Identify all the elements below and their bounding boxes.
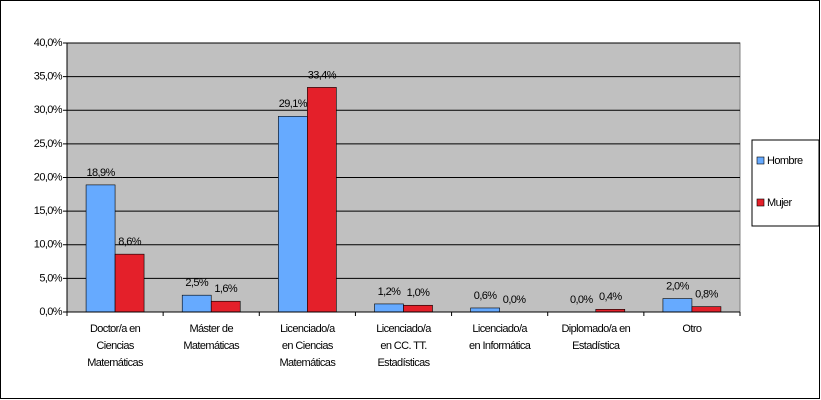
bar [662, 298, 693, 313]
x-tick-label: Licenciado/a [280, 323, 336, 335]
value-label: 1,2% [378, 286, 401, 298]
value-label: 0,0% [570, 294, 593, 306]
legend-label: Hombre [767, 155, 803, 167]
bar [181, 294, 212, 313]
y-tick-label: 0,0% [39, 306, 62, 318]
value-label: 0,6% [474, 290, 497, 302]
x-tick-label: Doctor/a en [90, 323, 141, 335]
bar [307, 87, 337, 313]
value-label: 0,0% [503, 294, 526, 306]
value-label: 2,5% [185, 277, 208, 289]
bar [403, 304, 433, 313]
value-label: 2,0% [666, 280, 689, 292]
legend-swatch [756, 198, 765, 207]
x-tick-label: en Ciencias [282, 340, 334, 352]
value-label: 8,6% [118, 236, 141, 248]
y-tick-label: 20,0% [34, 171, 63, 183]
x-tick-label: Diplomado/a en [561, 323, 630, 335]
value-label: 18,9% [86, 167, 115, 179]
legend-swatch [756, 156, 765, 165]
y-tick-label: 30,0% [34, 104, 63, 116]
value-label: 0,4% [599, 291, 622, 303]
legend-box [751, 139, 820, 227]
value-label: 33,4% [308, 69, 337, 81]
value-label: 29,1% [279, 98, 308, 110]
x-tick-label: Matemáticas [279, 357, 336, 369]
value-label: 1,6% [214, 283, 237, 295]
x-tick-label: Estadística [572, 340, 621, 352]
value-label: 1,0% [407, 287, 430, 299]
bar [210, 300, 241, 313]
x-tick-label: Otro [682, 323, 701, 335]
x-tick-label: en CC. TT. [380, 340, 427, 352]
x-tick-label: Licenciado/a [472, 323, 528, 335]
bar [470, 307, 500, 313]
y-tick-label: 10,0% [34, 239, 63, 251]
y-tick-label: 25,0% [34, 138, 63, 150]
y-tick-label: 35,0% [34, 71, 63, 83]
x-tick-label: Licenciado/a [376, 323, 432, 335]
y-tick-label: 15,0% [34, 205, 63, 217]
bar [278, 116, 308, 313]
x-tick-label: Matemáticas [87, 357, 144, 369]
x-tick-label: Matemáticas [183, 340, 240, 352]
x-tick-label: en Informática [469, 340, 532, 352]
bar [85, 184, 116, 313]
y-tick-label: 40,0% [34, 37, 63, 49]
x-tick-label: Estadísticas [377, 357, 430, 369]
x-tick-label: Máster de [189, 323, 233, 335]
bar [114, 253, 145, 313]
legend-label: Mujer [767, 197, 792, 209]
value-label: 0,8% [695, 289, 718, 301]
bar [691, 306, 722, 313]
x-tick-label: Ciencias [96, 340, 134, 352]
bar [374, 303, 404, 313]
y-tick-label: 5,0% [39, 272, 62, 284]
